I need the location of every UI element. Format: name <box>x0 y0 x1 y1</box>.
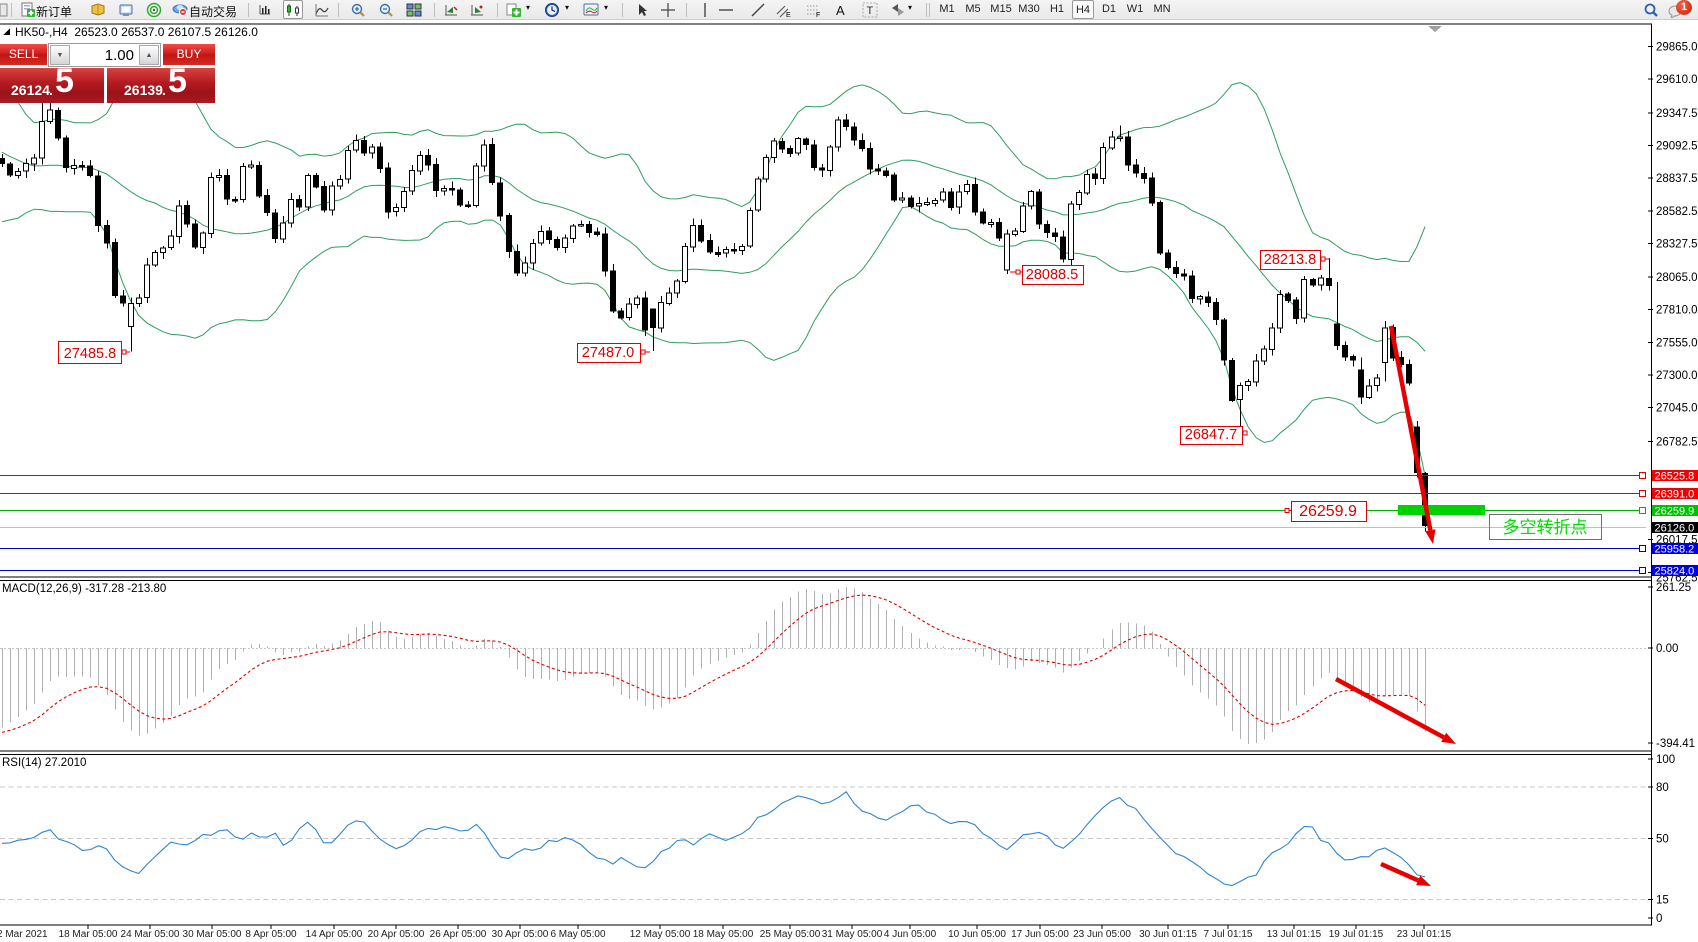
svg-text:多空转折点: 多空转折点 <box>1503 518 1588 537</box>
svg-text:18 Mar 05:00: 18 Mar 05:00 <box>59 929 118 940</box>
svg-text:26259.9: 26259.9 <box>1655 505 1695 517</box>
svg-text:18 May 05:00: 18 May 05:00 <box>693 929 754 940</box>
svg-text:6 May 05:00: 6 May 05:00 <box>550 929 605 940</box>
svg-text:0: 0 <box>1656 913 1662 925</box>
svg-text:28837.5: 28837.5 <box>1656 173 1698 185</box>
svg-text:100: 100 <box>1656 754 1675 766</box>
svg-text:25824.0: 25824.0 <box>1655 565 1695 577</box>
svg-text:26847.7: 26847.7 <box>1185 427 1237 443</box>
svg-text:27555.0: 27555.0 <box>1656 337 1698 349</box>
svg-text:50: 50 <box>1656 834 1669 846</box>
svg-text:12 May 05:00: 12 May 05:00 <box>630 929 691 940</box>
svg-text:80: 80 <box>1656 782 1669 794</box>
svg-text:28582.5: 28582.5 <box>1656 206 1698 218</box>
svg-text:14 Apr 05:00: 14 Apr 05:00 <box>306 929 363 940</box>
svg-text:27300.0: 27300.0 <box>1656 370 1698 382</box>
svg-text:27810.0: 27810.0 <box>1656 305 1698 317</box>
svg-text:8 Apr 05:00: 8 Apr 05:00 <box>245 929 297 940</box>
svg-text:26782.5: 26782.5 <box>1656 436 1698 448</box>
svg-text:13 Jul 01:15: 13 Jul 01:15 <box>1267 929 1322 940</box>
svg-text:26391.0: 26391.0 <box>1655 488 1695 500</box>
svg-text:30 Jun 01:15: 30 Jun 01:15 <box>1139 929 1197 940</box>
svg-text:0.00: 0.00 <box>1656 643 1678 655</box>
svg-text:29092.5: 29092.5 <box>1656 140 1698 152</box>
svg-text:E: E <box>786 12 791 18</box>
svg-text:26126.0: 26126.0 <box>1655 522 1695 534</box>
svg-text:19 Jul 01:15: 19 Jul 01:15 <box>1329 929 1384 940</box>
svg-text:T: T <box>867 5 874 17</box>
svg-text:F: F <box>816 12 820 18</box>
svg-text:17 Jun 05:00: 17 Jun 05:00 <box>1011 929 1069 940</box>
svg-text:29347.5: 29347.5 <box>1656 108 1698 120</box>
svg-text:28327.5: 28327.5 <box>1656 238 1698 250</box>
svg-text:15: 15 <box>1656 895 1669 907</box>
svg-text:23 Jul 01:15: 23 Jul 01:15 <box>1397 929 1452 940</box>
svg-text:7 Jul 01:15: 7 Jul 01:15 <box>1204 929 1253 940</box>
svg-text:HK50-,H4 26523.0 26537.0 2610: HK50-,H4 26523.0 26537.0 26107.5 26126.0 <box>15 25 258 39</box>
svg-text:29610.0: 29610.0 <box>1656 74 1698 86</box>
svg-text:261.25: 261.25 <box>1656 582 1691 594</box>
svg-text:4 Jun 05:00: 4 Jun 05:00 <box>884 929 937 940</box>
svg-text:24 Mar 05:00: 24 Mar 05:00 <box>121 929 180 940</box>
svg-text:26525.8: 26525.8 <box>1655 470 1695 482</box>
svg-text:27487.0: 27487.0 <box>582 345 634 361</box>
svg-text:27045.0: 27045.0 <box>1656 403 1698 415</box>
svg-text:28088.5: 28088.5 <box>1026 267 1078 283</box>
svg-text:31 May 05:00: 31 May 05:00 <box>822 929 883 940</box>
svg-text:30 Mar 05:00: 30 Mar 05:00 <box>183 929 242 940</box>
svg-text:MACD(12,26,9) -317.28 -213.80: MACD(12,26,9) -317.28 -213.80 <box>2 583 166 595</box>
svg-text:27485.8: 27485.8 <box>64 346 116 362</box>
svg-text:29865.0: 29865.0 <box>1656 42 1698 54</box>
svg-text:-394.41: -394.41 <box>1656 738 1695 750</box>
svg-text:25 May 05:00: 25 May 05:00 <box>760 929 821 940</box>
svg-text:20 Apr 05:00: 20 Apr 05:00 <box>368 929 425 940</box>
svg-text:25958.2: 25958.2 <box>1655 543 1695 555</box>
svg-text:10 Jun 05:00: 10 Jun 05:00 <box>948 929 1006 940</box>
svg-text:28213.8: 28213.8 <box>1264 252 1316 268</box>
svg-text:RSI(14) 27.2010: RSI(14) 27.2010 <box>2 757 86 769</box>
svg-text:26 Apr 05:00: 26 Apr 05:00 <box>430 929 487 940</box>
svg-text:2 Mar 2021: 2 Mar 2021 <box>0 929 48 940</box>
svg-text:26259.9: 26259.9 <box>1299 503 1357 520</box>
svg-text:23 Jun 05:00: 23 Jun 05:00 <box>1073 929 1131 940</box>
svg-text:30 Apr 05:00: 30 Apr 05:00 <box>492 929 549 940</box>
svg-text:28065.0: 28065.0 <box>1656 272 1698 284</box>
